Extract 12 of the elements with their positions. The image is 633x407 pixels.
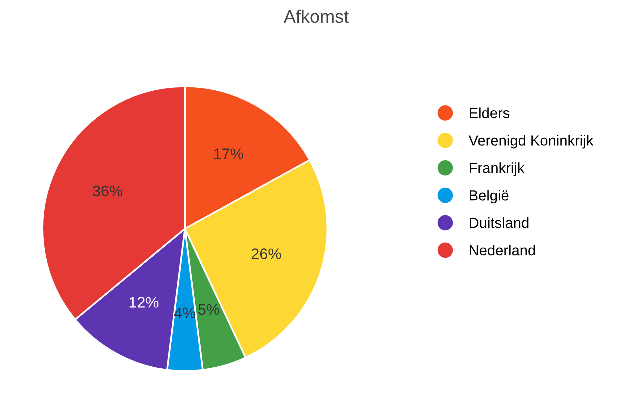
- legend-label: België: [470, 190, 509, 204]
- chart-title: Afkomst: [284, 10, 349, 24]
- legend-label: Elders: [470, 108, 510, 118]
- legend-label: Frankrijk: [470, 162, 525, 176]
- legend-label: Verenigd Koninkrijk: [468, 135, 594, 149]
- data-label: 36%: [93, 186, 123, 197]
- legend-label: Duitsland: [470, 218, 529, 228]
- data-label: 5%: [198, 304, 220, 316]
- data-label: 12%: [130, 297, 159, 308]
- data-label: 17%: [214, 148, 244, 160]
- data-label: 26%: [252, 248, 282, 260]
- legend-label: Nederland: [470, 244, 536, 256]
